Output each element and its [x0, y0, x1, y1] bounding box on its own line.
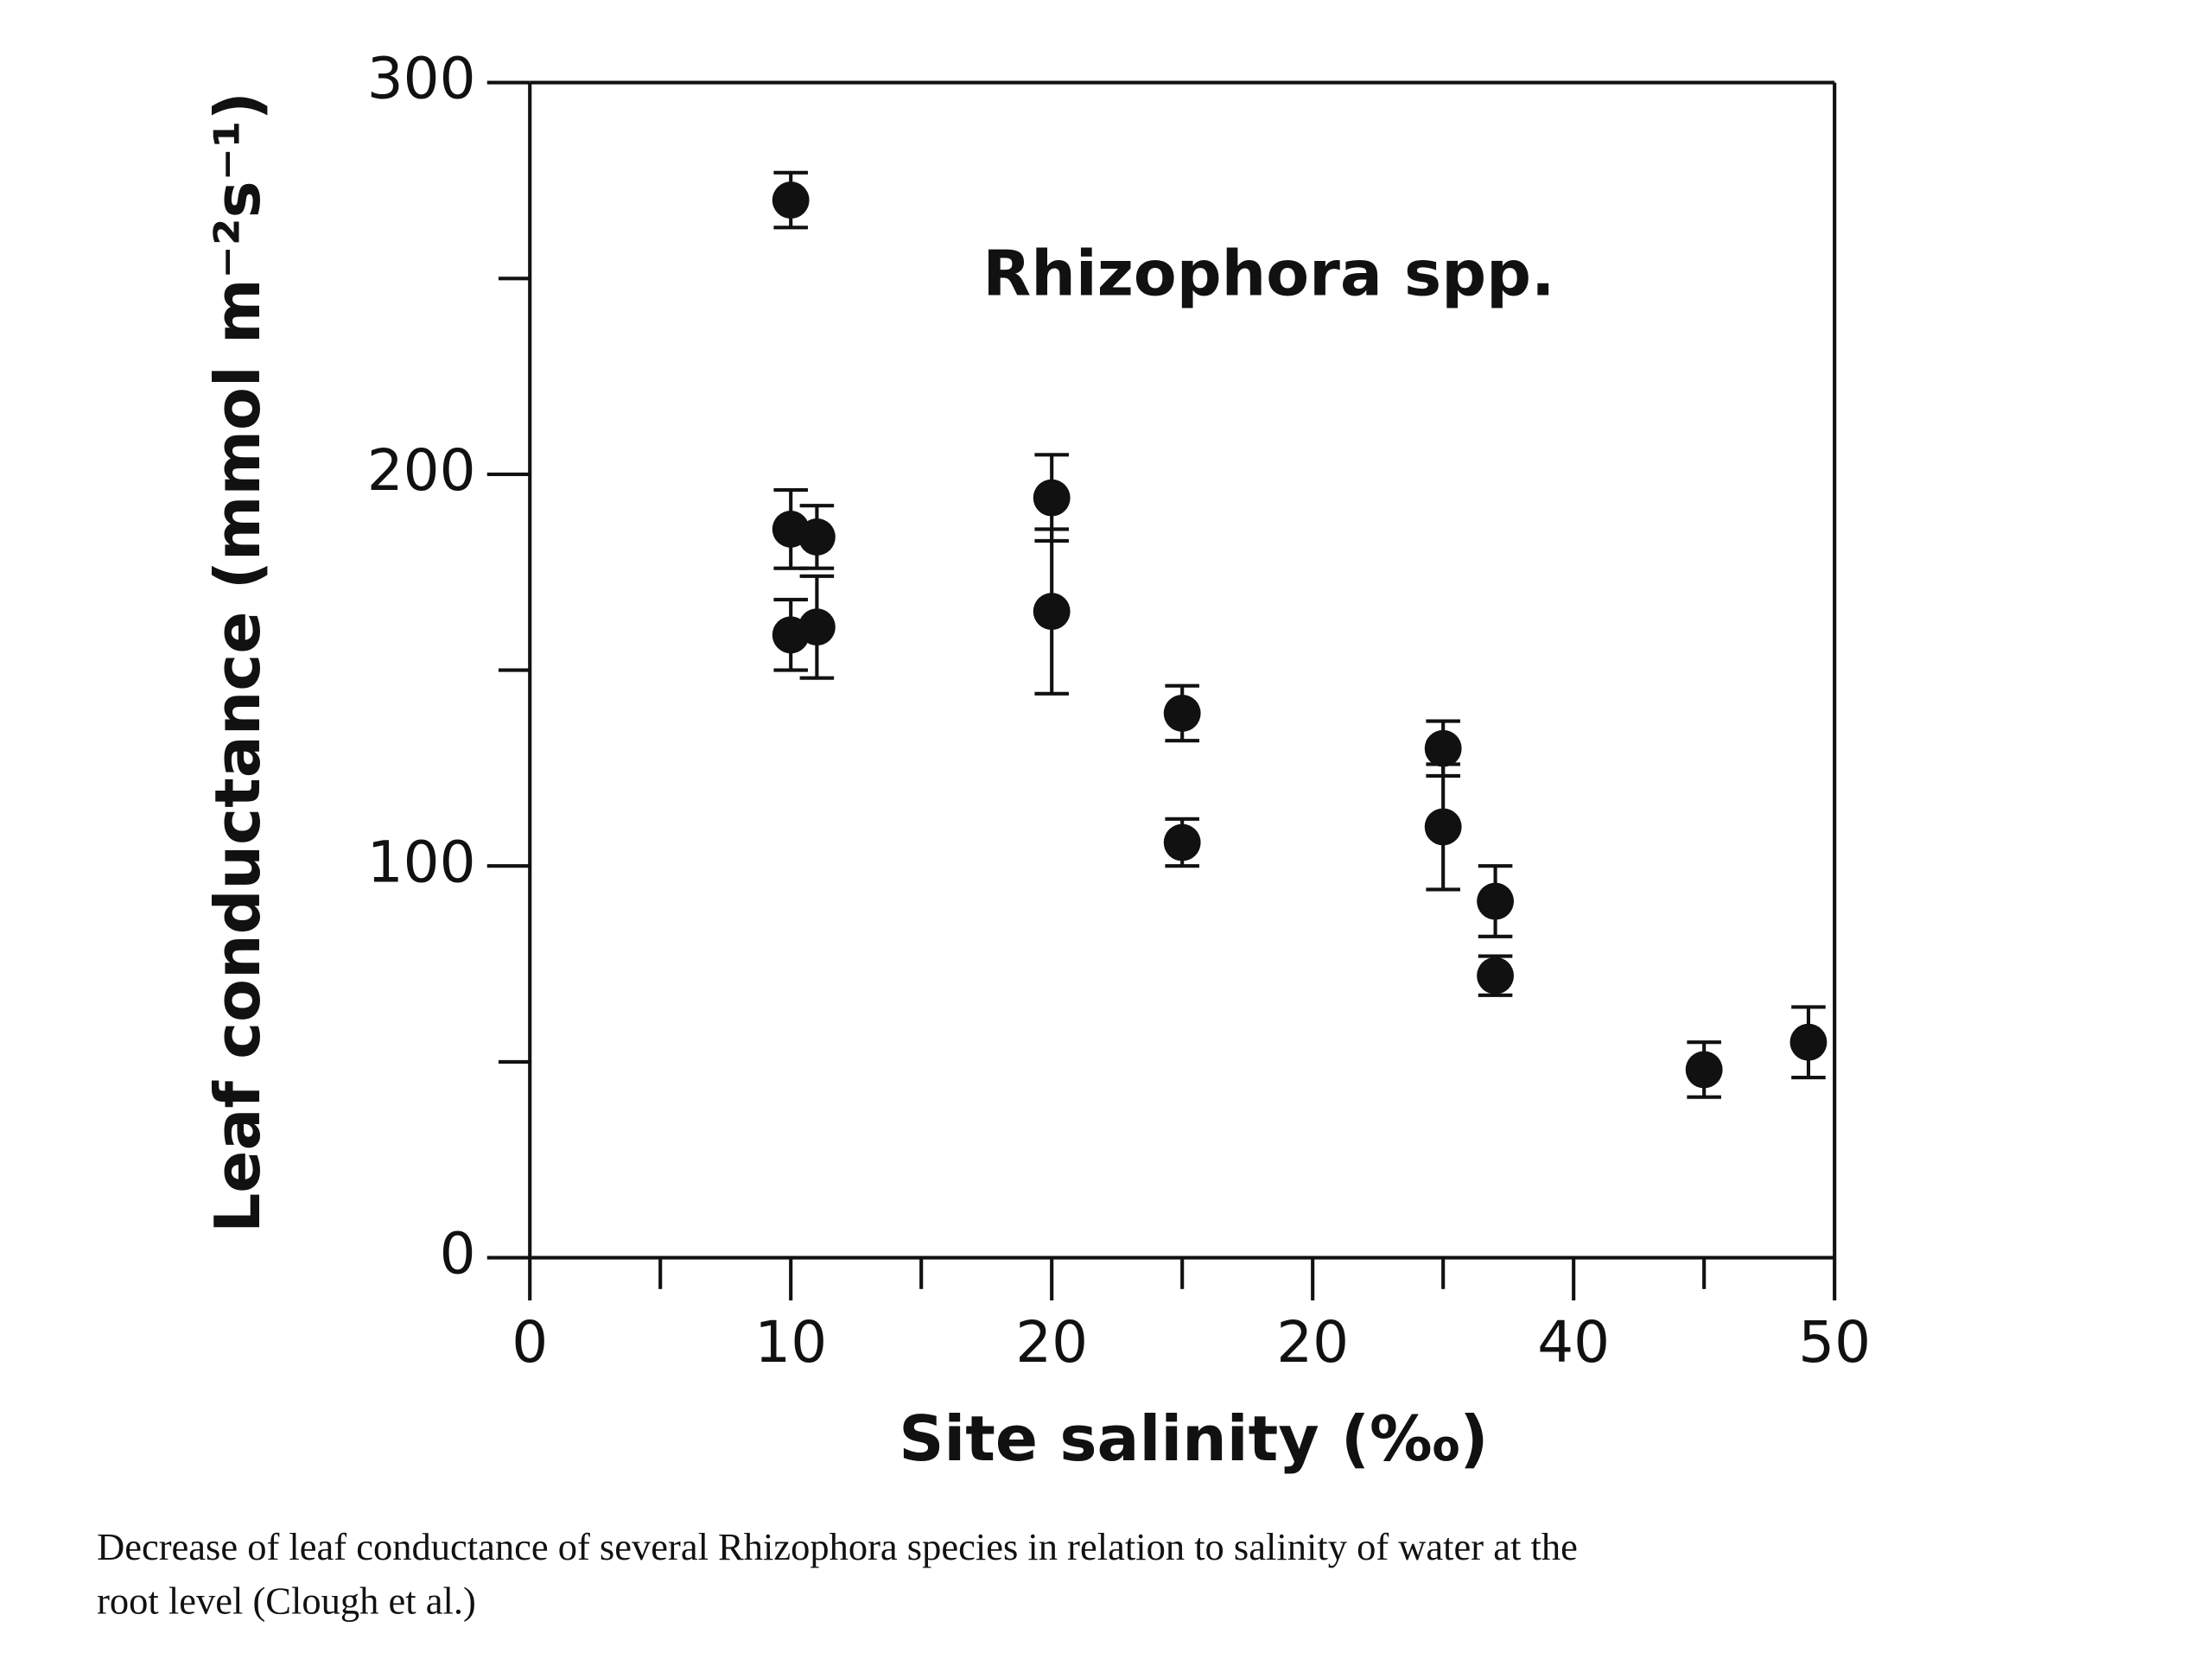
- x-axis-title: Site salinity (‰): [899, 1403, 1488, 1476]
- point: [1685, 1051, 1723, 1089]
- y-tick-label: 100: [367, 829, 476, 895]
- point: [1163, 823, 1201, 861]
- point: [798, 518, 836, 556]
- y-axis-title: Leaf conductance (mmol m⁻²s⁻¹): [202, 92, 275, 1233]
- point: [1033, 593, 1071, 631]
- point: [1424, 808, 1462, 846]
- x-tick-label: 40: [1537, 1309, 1610, 1376]
- x-tick-label: 0: [512, 1309, 548, 1376]
- caption-line: Decrease of leaf conductance of several …: [97, 1525, 1578, 1568]
- point: [1789, 1023, 1827, 1061]
- point: [1477, 957, 1515, 995]
- point: [1477, 882, 1515, 920]
- annotation: Rhizophora spp.: [982, 238, 1554, 310]
- x-tick-label: 20: [1276, 1309, 1349, 1376]
- y-tick-label: 0: [440, 1221, 476, 1287]
- x-tick-label: 10: [754, 1309, 827, 1376]
- x-tick-label: 20: [1015, 1309, 1088, 1376]
- point: [772, 181, 810, 219]
- point: [1163, 695, 1201, 732]
- y-tick-label: 200: [367, 437, 476, 504]
- point: [798, 608, 836, 646]
- y-tick-label: 300: [367, 46, 476, 112]
- caption-line: root level (Clough et al.): [97, 1580, 476, 1623]
- x-tick-label: 50: [1798, 1309, 1871, 1376]
- point: [1033, 479, 1071, 517]
- point: [1424, 729, 1462, 767]
